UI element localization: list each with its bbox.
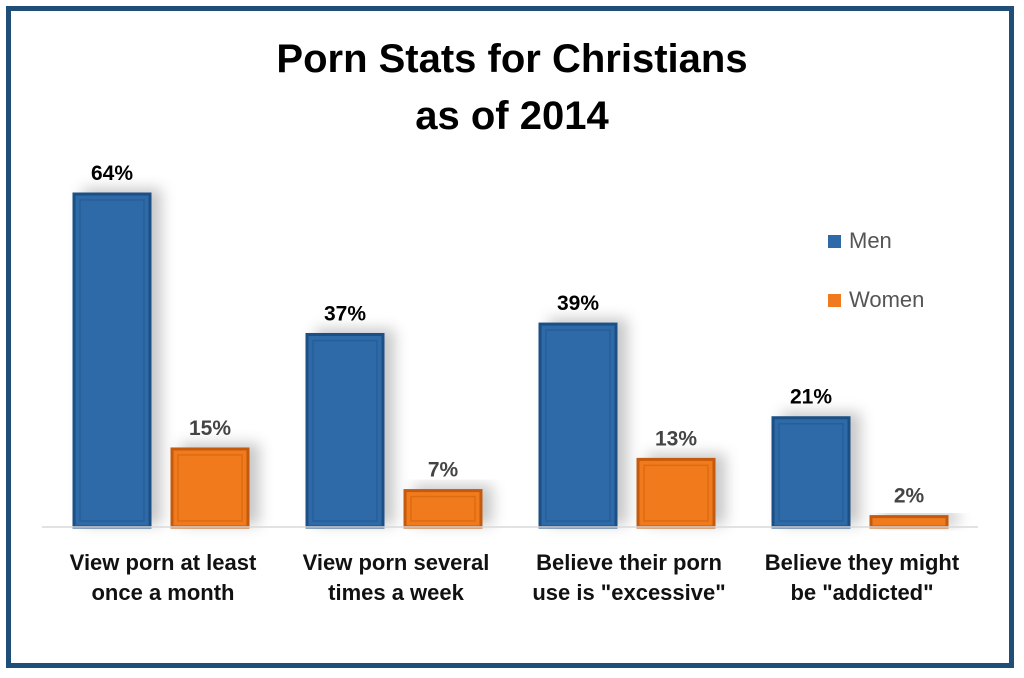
legend-swatch-men (828, 234, 841, 248)
legend-swatch-women (828, 293, 841, 307)
bar-women-3 (636, 457, 716, 529)
data-label-men-4: 21% (790, 386, 832, 409)
data-label-men-3: 39% (557, 292, 599, 315)
category-label-1: View porn at least once a month (69, 550, 257, 605)
bar-bevel-women-1 (177, 454, 243, 522)
bar-women-1 (170, 447, 250, 529)
bar-bevel-women-2 (410, 495, 476, 522)
data-label-women-4: 2% (894, 485, 925, 508)
bar-bevel-men-3 (545, 329, 611, 522)
legend-label-women: Women (849, 287, 925, 312)
legend-item-men: Men (828, 228, 892, 254)
data-label-women-2: 7% (428, 459, 459, 482)
data-label-men-1: 64% (91, 162, 133, 185)
data-label-women-3: 13% (655, 427, 697, 450)
data-label-men-2: 37% (324, 302, 366, 325)
bar-women-4 (869, 515, 949, 529)
bar-bevel-men-1 (79, 199, 145, 522)
legend-item-women: Women (828, 287, 924, 313)
bar-bevel-men-2 (312, 339, 378, 522)
category-label-2: View porn several times a week (302, 550, 490, 605)
bar-men-2 (305, 332, 385, 529)
bar-men-4 (771, 416, 851, 529)
chart-frame (6, 6, 1014, 668)
data-label-women-1: 15% (189, 417, 231, 440)
bar-men-3 (538, 322, 618, 529)
chart-subtitle: as of 2014 (415, 94, 609, 138)
category-label-3: Believe their porn use is "excessive" (532, 550, 726, 605)
category-label-4: Believe they might be "addicted" (764, 550, 960, 605)
chart-title: Porn Stats for Christians (276, 37, 748, 81)
bar-bevel-women-3 (643, 464, 709, 522)
bar-bevel-men-4 (778, 422, 844, 522)
legend-label-men: Men (849, 228, 892, 253)
bar-women-2 (403, 489, 483, 529)
bar-men-1 (72, 192, 152, 529)
